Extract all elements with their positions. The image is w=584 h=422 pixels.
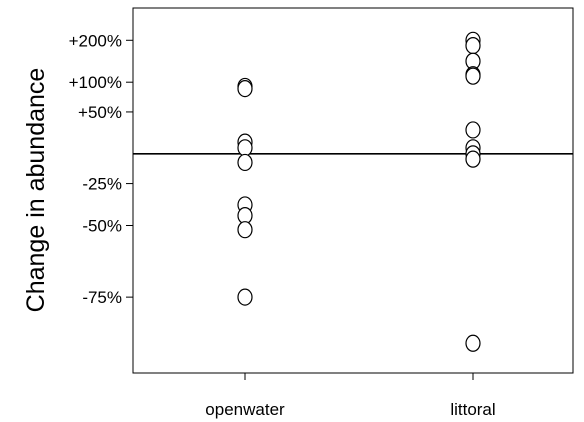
data-point-littoral xyxy=(465,121,481,139)
y-tick-label: -75% xyxy=(82,288,122,307)
data-point-littoral xyxy=(465,36,481,55)
y-tick-label: -25% xyxy=(82,175,122,194)
y-tick-label: +200% xyxy=(69,31,122,50)
plot-frame xyxy=(132,7,574,374)
data-points xyxy=(237,31,481,352)
data-point-littoral xyxy=(465,334,481,352)
data-point-openwater xyxy=(237,288,253,306)
x-axis: openwater littoral xyxy=(205,373,496,419)
data-point-littoral xyxy=(465,67,481,85)
y-axis-title: Change in abundance xyxy=(22,68,50,313)
data-point-littoral xyxy=(465,150,481,168)
data-point-openwater xyxy=(237,139,253,157)
data-point-openwater xyxy=(237,79,253,98)
y-tick-label: -50% xyxy=(82,216,122,235)
x-tick-label: littoral xyxy=(450,400,495,419)
data-point-openwater xyxy=(237,221,253,239)
y-axis: +200% +100% +50% -25% -50% -75% xyxy=(69,31,133,307)
y-tick-label: +100% xyxy=(69,73,122,92)
x-tick-label: openwater xyxy=(205,400,285,419)
y-tick-label: +50% xyxy=(78,103,122,122)
data-point-openwater xyxy=(237,153,253,172)
